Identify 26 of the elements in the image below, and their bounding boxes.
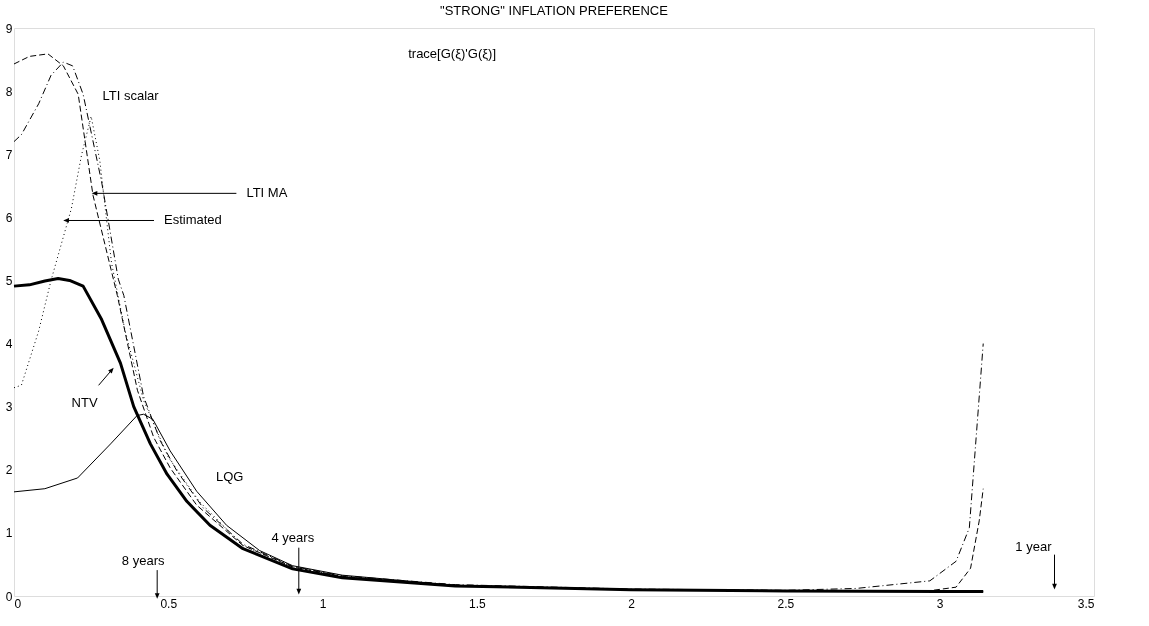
- annotation: trace[G(ξ)'G(ξ)]: [408, 45, 496, 61]
- annotation: 4 years: [271, 529, 315, 545]
- x-tick-label: 2.5: [777, 596, 795, 611]
- annotation: LQG: [215, 468, 244, 484]
- y-tick-label: 8: [5, 84, 13, 99]
- x-tick-label: 2: [628, 596, 636, 611]
- x-tick-label: 3: [936, 596, 944, 611]
- annotation: LTI scalar: [102, 88, 160, 104]
- x-tick-label: 1.5: [469, 596, 487, 611]
- y-tick-label: 9: [5, 21, 13, 36]
- y-tick-label: 7: [5, 147, 13, 162]
- annotation: NTV: [71, 395, 98, 411]
- y-tick-label: 6: [5, 210, 13, 225]
- y-tick-label: 4: [5, 337, 13, 352]
- x-tick-label: 3.5: [1077, 596, 1095, 611]
- y-tick-label: 2: [5, 463, 13, 478]
- x-tick-label: 1: [319, 596, 327, 611]
- y-tick-label: 1: [5, 526, 13, 541]
- annotation: Estimated: [164, 212, 222, 228]
- y-tick-label: 5: [5, 273, 13, 288]
- annotation: 8 years: [121, 553, 165, 569]
- y-tick-label: 3: [5, 400, 13, 415]
- chart-title: "STRONG" INFLATION PREFERENCE: [440, 3, 669, 18]
- x-tick-label: 0.5: [160, 596, 178, 611]
- annotation: 1 year: [1015, 538, 1053, 554]
- annotation: LTI MA: [246, 185, 288, 201]
